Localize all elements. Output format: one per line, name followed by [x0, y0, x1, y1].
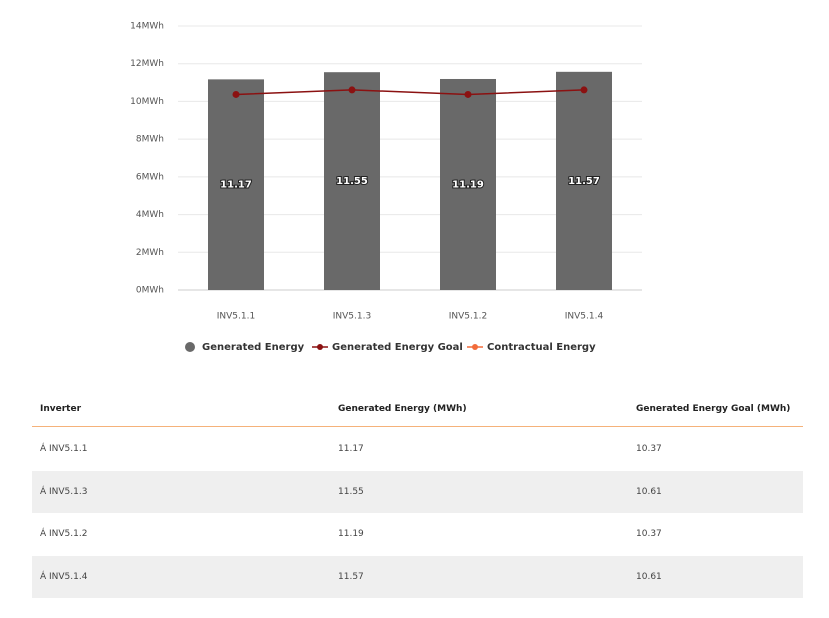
- point: [580, 86, 588, 94]
- bar: [556, 71, 612, 290]
- x-tick-label: INV5.1.3: [333, 312, 371, 322]
- legend-label: Contractual Energy: [487, 342, 596, 353]
- y-tick-label: 2MWh: [136, 248, 164, 258]
- bar-label: 11.55: [336, 176, 368, 187]
- bar-label: 11.17: [220, 180, 252, 191]
- table-cell: 10.61: [636, 571, 662, 582]
- point: [464, 90, 472, 98]
- point: [232, 90, 240, 98]
- x-tick-label: INV5.1.4: [565, 312, 604, 322]
- y-tick-label: 0MWh: [136, 286, 164, 296]
- legend-swatch: [472, 344, 478, 350]
- table-cell: 11.19: [338, 529, 364, 539]
- legend-swatch: [317, 344, 323, 350]
- table-cell: 11.17: [338, 444, 364, 454]
- y-tick-label: 6MWh: [136, 172, 164, 182]
- table-cell: 10.61: [636, 486, 662, 497]
- bar-label: 11.19: [452, 179, 484, 190]
- row-background: [32, 470, 803, 513]
- table-header: Inverter: [40, 404, 82, 414]
- chart: 0MWh 2MWh 4MWh 6MWh 8MWh 10MWh 12MWh 14MWh INV5.…: [130, 22, 642, 353]
- bar: [208, 79, 264, 290]
- bar: [440, 78, 496, 290]
- table-header: Generated Energy (MWh): [338, 404, 467, 414]
- header-rule: [32, 426, 803, 427]
- table-header: Generated Energy Goal (MWh): [636, 404, 791, 414]
- legend-swatch: [185, 342, 195, 352]
- table-cell: Á INV5.1.4: [40, 571, 88, 582]
- table-cell: 11.55: [338, 486, 364, 497]
- y-tick-label: 8MWh: [136, 135, 164, 145]
- table-cell: 10.37: [636, 444, 662, 454]
- x-tick-label: INV5.1.2: [449, 312, 487, 322]
- y-tick-label: 12MWh: [130, 59, 164, 69]
- line: [235, 89, 585, 96]
- table-cell: Á INV5.1.2: [40, 529, 88, 539]
- x-tick-label: INV5.1.1: [217, 312, 255, 322]
- bar-label: 11.57: [568, 176, 600, 187]
- y-tick-label: 14MWh: [130, 22, 164, 32]
- table-cell: 10.37: [636, 529, 662, 539]
- table-cell: Á INV5.1.1: [40, 444, 88, 454]
- legend-label: Generated Energy Goal: [332, 342, 463, 353]
- y-tick-label: 4MWh: [136, 210, 164, 220]
- point: [348, 86, 356, 94]
- legend-label: Generated Energy: [202, 342, 305, 353]
- row-background: [32, 555, 803, 598]
- table-cell: Á INV5.1.3: [40, 486, 88, 497]
- y-tick-label: 10MWh: [130, 97, 164, 107]
- bar: [324, 72, 380, 290]
- table-cell: 11.57: [338, 571, 364, 582]
